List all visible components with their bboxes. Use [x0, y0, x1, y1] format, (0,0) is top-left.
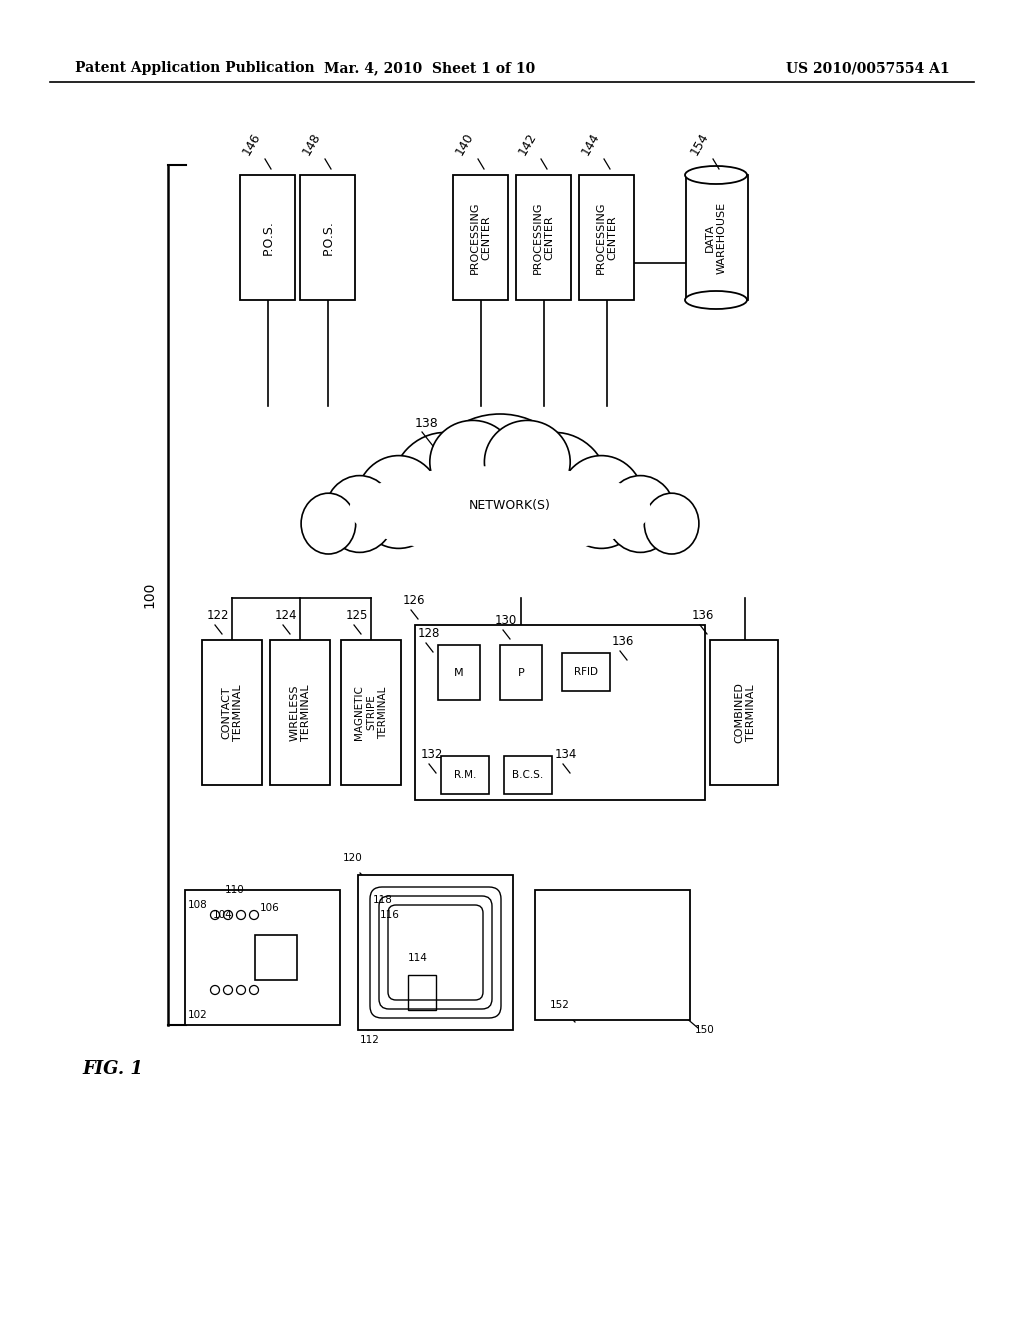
Text: 150: 150 — [695, 1026, 715, 1035]
Ellipse shape — [644, 494, 699, 554]
Text: DATA
WAREHOUSE: DATA WAREHOUSE — [706, 202, 727, 273]
FancyBboxPatch shape — [202, 640, 262, 785]
Text: 140: 140 — [453, 129, 476, 157]
Text: 132: 132 — [421, 748, 443, 762]
FancyBboxPatch shape — [535, 890, 690, 1020]
Text: 120: 120 — [343, 853, 362, 863]
Text: 118: 118 — [373, 895, 393, 906]
Text: 142: 142 — [516, 131, 539, 157]
Text: 102: 102 — [188, 1010, 208, 1020]
Text: 154: 154 — [688, 129, 711, 157]
Text: 126: 126 — [403, 594, 426, 607]
Text: FIG. 1: FIG. 1 — [82, 1060, 143, 1078]
Text: 134: 134 — [555, 748, 578, 762]
Text: M: M — [455, 668, 464, 677]
Text: 104: 104 — [213, 909, 233, 920]
FancyBboxPatch shape — [255, 935, 297, 979]
Ellipse shape — [250, 911, 258, 920]
FancyBboxPatch shape — [579, 176, 634, 300]
Ellipse shape — [301, 494, 355, 554]
Text: 128: 128 — [418, 627, 440, 640]
Ellipse shape — [355, 455, 441, 548]
Text: 148: 148 — [300, 129, 323, 157]
Text: PROCESSING
CENTER: PROCESSING CENTER — [596, 201, 617, 273]
Ellipse shape — [211, 911, 219, 920]
Text: 144: 144 — [579, 131, 602, 157]
Text: NETWORK(S): NETWORK(S) — [469, 499, 551, 511]
FancyBboxPatch shape — [710, 640, 778, 785]
FancyBboxPatch shape — [686, 176, 748, 300]
Ellipse shape — [426, 414, 574, 550]
Text: 136: 136 — [612, 635, 635, 648]
Text: PROCESSING
CENTER: PROCESSING CENTER — [470, 201, 492, 273]
Text: P.O.S.: P.O.S. — [322, 220, 335, 255]
Ellipse shape — [250, 986, 258, 994]
Text: 122: 122 — [207, 609, 229, 622]
Ellipse shape — [325, 475, 394, 552]
Text: 130: 130 — [495, 614, 517, 627]
Text: COMBINED
TERMINAL: COMBINED TERMINAL — [734, 682, 756, 743]
Text: 146: 146 — [240, 131, 263, 157]
FancyBboxPatch shape — [270, 640, 330, 785]
Ellipse shape — [391, 433, 500, 548]
FancyBboxPatch shape — [453, 176, 508, 300]
FancyBboxPatch shape — [358, 875, 513, 1030]
Text: 106: 106 — [260, 903, 280, 913]
FancyBboxPatch shape — [438, 645, 480, 700]
Ellipse shape — [484, 420, 570, 504]
Ellipse shape — [211, 986, 219, 994]
Text: 100: 100 — [142, 582, 156, 609]
Text: 125: 125 — [346, 609, 369, 622]
Ellipse shape — [605, 475, 676, 552]
Ellipse shape — [430, 420, 516, 504]
Text: RFID: RFID — [574, 667, 598, 677]
Ellipse shape — [223, 911, 232, 920]
FancyBboxPatch shape — [500, 645, 542, 700]
Ellipse shape — [223, 986, 232, 994]
FancyBboxPatch shape — [408, 975, 436, 1010]
Text: 108: 108 — [188, 900, 208, 909]
FancyBboxPatch shape — [441, 756, 489, 795]
Text: 138: 138 — [415, 417, 438, 430]
Text: Patent Application Publication: Patent Application Publication — [75, 61, 314, 75]
Text: CONTACT
TERMINAL: CONTACT TERMINAL — [221, 684, 243, 741]
Text: WIRELESS
TERMINAL: WIRELESS TERMINAL — [289, 684, 311, 741]
Text: 110: 110 — [225, 884, 245, 895]
FancyBboxPatch shape — [185, 890, 340, 1026]
Text: MAGNETIC
STRIPE
TERMINAL: MAGNETIC STRIPE TERMINAL — [354, 685, 388, 741]
Text: 124: 124 — [275, 609, 298, 622]
FancyBboxPatch shape — [341, 640, 401, 785]
Text: P.O.S.: P.O.S. — [261, 220, 274, 255]
Text: 112: 112 — [360, 1035, 380, 1045]
Text: P: P — [517, 668, 524, 677]
Ellipse shape — [500, 433, 609, 548]
Text: PROCESSING
CENTER: PROCESSING CENTER — [534, 201, 555, 273]
Ellipse shape — [237, 911, 246, 920]
FancyBboxPatch shape — [516, 176, 571, 300]
Text: 136: 136 — [692, 609, 715, 622]
FancyBboxPatch shape — [240, 176, 295, 300]
Text: 152: 152 — [550, 1001, 570, 1010]
Ellipse shape — [558, 455, 644, 548]
Ellipse shape — [685, 290, 746, 309]
Ellipse shape — [685, 166, 746, 183]
Ellipse shape — [349, 466, 651, 554]
Text: 116: 116 — [380, 909, 400, 920]
Text: 114: 114 — [408, 953, 428, 964]
FancyBboxPatch shape — [300, 176, 355, 300]
FancyBboxPatch shape — [415, 624, 705, 800]
Text: B.C.S.: B.C.S. — [512, 770, 544, 780]
FancyBboxPatch shape — [562, 653, 610, 690]
Text: US 2010/0057554 A1: US 2010/0057554 A1 — [786, 61, 950, 75]
Ellipse shape — [237, 986, 246, 994]
Text: Mar. 4, 2010  Sheet 1 of 10: Mar. 4, 2010 Sheet 1 of 10 — [325, 61, 536, 75]
Text: R.M.: R.M. — [454, 770, 476, 780]
FancyBboxPatch shape — [504, 756, 552, 795]
